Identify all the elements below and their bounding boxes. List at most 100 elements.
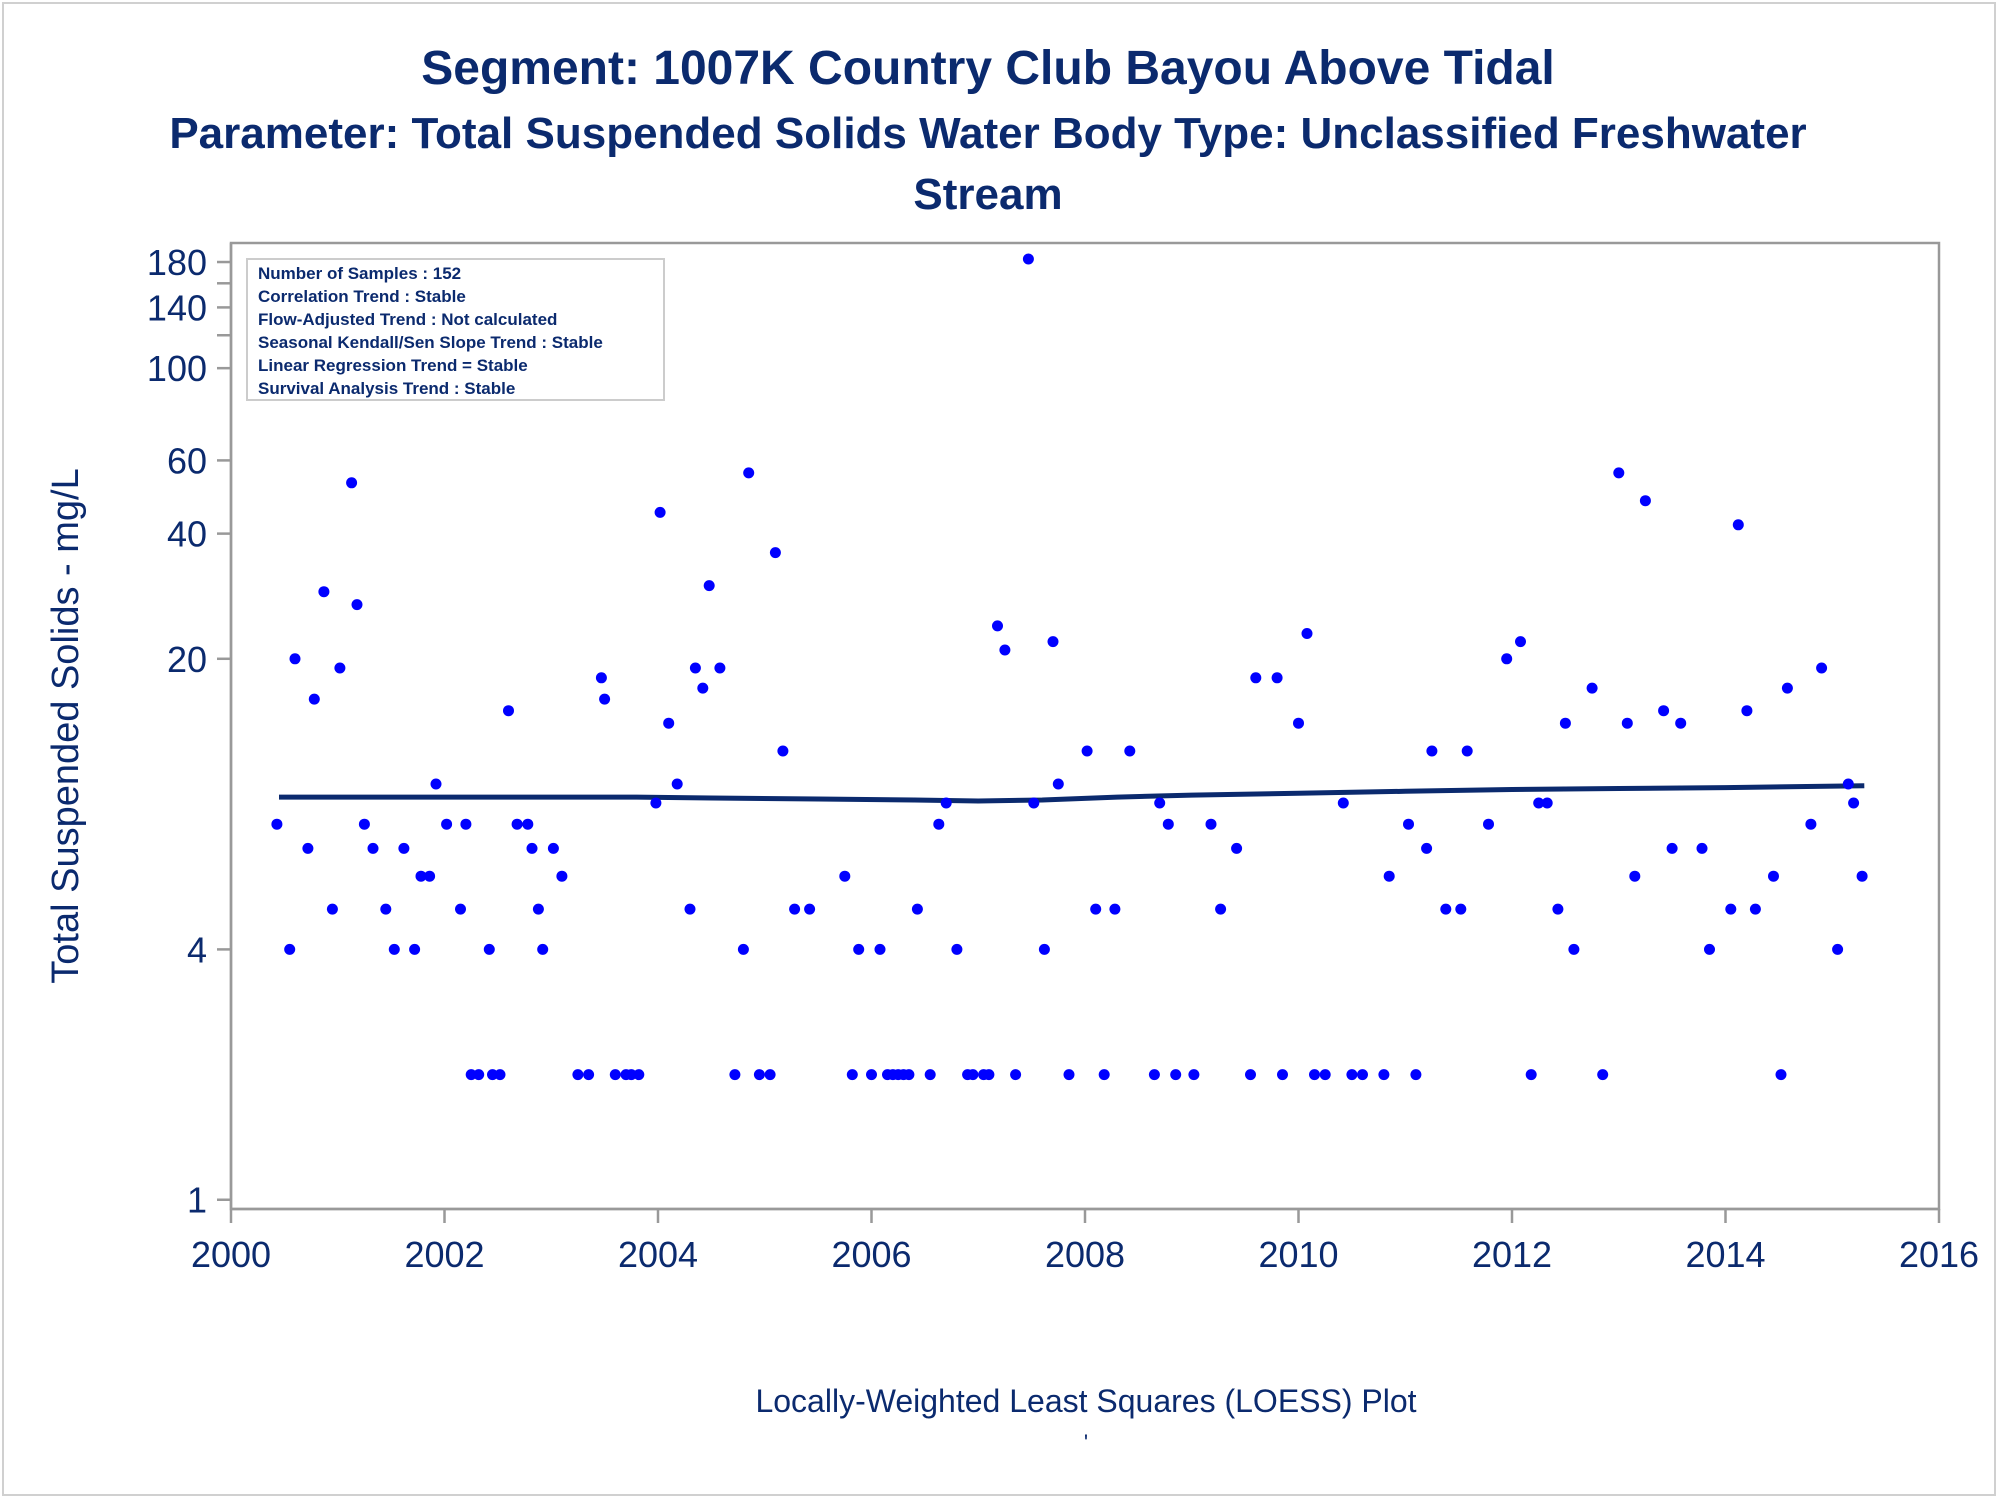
data-point — [839, 870, 851, 882]
data-point — [1148, 1069, 1160, 1081]
info-box-border — [246, 258, 665, 401]
x-axis-label: Locally-Weighted Least Squares (LOESS) P… — [755, 1383, 1416, 1419]
data-point — [380, 903, 392, 915]
x-tick-label: 2016 — [1899, 1234, 1979, 1275]
data-point — [398, 842, 410, 854]
data-point — [494, 1069, 506, 1081]
data-point — [689, 662, 701, 674]
data-point — [1098, 1069, 1110, 1081]
data-point — [318, 586, 330, 598]
y-tick-label: 180 — [147, 242, 207, 283]
data-point — [1842, 778, 1854, 790]
data-point — [1856, 870, 1868, 882]
data-point — [1250, 672, 1262, 684]
data-point — [1109, 903, 1121, 915]
data-point — [483, 943, 495, 955]
info-samples: Number of Samples : 152 — [258, 264, 461, 283]
data-point — [1090, 903, 1102, 915]
data-point — [326, 903, 338, 915]
data-point — [455, 903, 466, 915]
data-point — [1658, 705, 1670, 717]
data-point — [1410, 1069, 1422, 1081]
data-point — [1613, 467, 1625, 479]
data-point — [1781, 682, 1793, 694]
data-point — [503, 705, 514, 717]
y-tick-label: 140 — [147, 287, 207, 328]
data-point — [1383, 870, 1395, 882]
data-point — [271, 818, 283, 830]
data-point — [1162, 818, 1174, 830]
data-point — [846, 1069, 858, 1081]
data-point — [853, 943, 865, 955]
data-point — [599, 693, 611, 705]
data-point — [1533, 797, 1545, 809]
data-point — [1293, 717, 1304, 729]
data-point — [367, 842, 379, 854]
data-point — [1440, 903, 1452, 915]
data-point — [1215, 903, 1227, 915]
data-point — [346, 477, 358, 489]
data-point — [866, 1069, 877, 1081]
data-point — [358, 818, 370, 830]
data-point — [1621, 717, 1633, 729]
info-seasonal-kendall-trend: Seasonal Kendall/Sen Slope Trend : Stabl… — [258, 333, 603, 352]
data-point — [951, 943, 963, 955]
data-point — [511, 818, 523, 830]
data-point — [1515, 636, 1526, 648]
data-point — [1277, 1069, 1288, 1081]
data-point — [1775, 1069, 1787, 1081]
data-point — [1047, 636, 1059, 648]
data-point — [415, 870, 427, 882]
data-point — [289, 653, 301, 665]
data-point — [522, 818, 534, 830]
data-point — [609, 1069, 621, 1081]
data-point — [1732, 519, 1744, 531]
x-tick-label: 2000 — [191, 1234, 271, 1275]
data-point — [650, 797, 662, 809]
data-point — [1124, 745, 1136, 757]
y-tick-label: 20 — [167, 639, 207, 680]
x-tick-label: 2010 — [1258, 1234, 1338, 1275]
y-tick-label: 60 — [167, 440, 207, 481]
data-point — [556, 870, 568, 882]
x-tick-label: 2008 — [1045, 1234, 1125, 1275]
x-tick-label: 2006 — [831, 1234, 911, 1275]
data-point — [789, 903, 801, 915]
data-point — [1421, 842, 1433, 854]
data-point — [999, 644, 1011, 656]
data-point — [714, 662, 726, 674]
chart-title: Segment: 1007K Country Club Bayou Above … — [421, 42, 1555, 95]
data-point — [284, 943, 296, 955]
data-point — [1357, 1069, 1368, 1081]
data-point — [1010, 1069, 1022, 1081]
data-point — [351, 599, 363, 611]
loess-curve — [279, 783, 1865, 804]
data-point — [983, 1069, 995, 1081]
data-point — [1704, 943, 1715, 955]
data-point — [1081, 745, 1093, 757]
data-point — [1483, 818, 1494, 830]
data-point — [308, 693, 320, 705]
data-point — [1154, 797, 1166, 809]
x-axis-ticks: 2000 2002 2004 2006 2008 2010 2012 2014 2016 — [191, 1209, 1979, 1275]
data-point — [764, 1069, 776, 1081]
info-box: Number of Samples : 152 Correlation Tren… — [246, 258, 665, 401]
data-point — [1461, 745, 1473, 757]
footnote-mark: ' — [1084, 1430, 1088, 1455]
info-correlation-trend: Correlation Trend : Stable — [258, 287, 466, 306]
data-point — [654, 506, 666, 518]
data-point — [430, 778, 442, 790]
data-point — [1403, 818, 1414, 830]
data-point — [1052, 778, 1064, 790]
y-tick-label: 40 — [167, 514, 207, 555]
data-point — [473, 1069, 485, 1081]
data-point — [388, 943, 400, 955]
data-point — [1028, 797, 1040, 809]
data-point — [737, 943, 749, 955]
data-point — [1597, 1069, 1609, 1081]
data-point — [1741, 705, 1753, 717]
data-point — [1188, 1069, 1200, 1081]
x-tick-label: 2002 — [404, 1234, 484, 1275]
